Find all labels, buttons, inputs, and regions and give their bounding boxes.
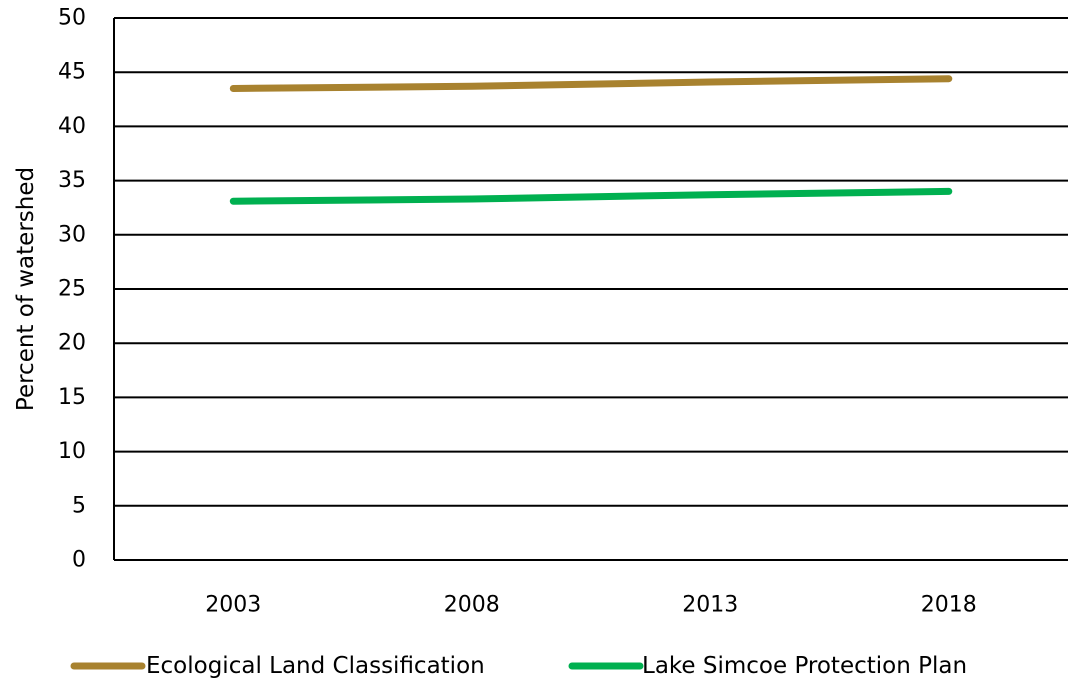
gridlines xyxy=(114,17,1068,507)
x-tick-2008: 2008 xyxy=(444,593,500,618)
axes xyxy=(113,18,1068,561)
series-line-2 xyxy=(229,187,953,205)
x-tick-labels: 2003 2008 2013 2018 xyxy=(205,593,977,618)
y-axis-title: Percent of watershed xyxy=(13,167,39,411)
y-tick-30: 30 xyxy=(58,222,86,247)
y-tick-40: 40 xyxy=(58,114,86,139)
y-tick-45: 45 xyxy=(58,60,86,85)
y-tick-0: 0 xyxy=(72,548,86,573)
series-lines xyxy=(229,75,953,205)
x-tick-2003: 2003 xyxy=(205,593,261,618)
y-tick-5: 5 xyxy=(72,493,86,518)
y-tick-20: 20 xyxy=(58,331,86,356)
y-tick-labels: 0 5 10 15 20 25 30 35 40 45 50 xyxy=(58,6,86,573)
legend-label-1: Ecological Land Classification xyxy=(146,653,485,679)
y-tick-15: 15 xyxy=(58,385,86,410)
x-tick-2013: 2013 xyxy=(682,593,738,618)
legend-label-2: Lake Simcoe Protection Plan xyxy=(642,653,967,679)
y-tick-10: 10 xyxy=(58,439,86,464)
legend: Ecological Land Classification Lake Simco… xyxy=(70,653,967,679)
y-tick-50: 50 xyxy=(58,6,86,31)
x-tick-2018: 2018 xyxy=(921,593,977,618)
y-tick-35: 35 xyxy=(58,168,86,193)
series-line-1 xyxy=(229,75,953,92)
y-tick-25: 25 xyxy=(58,277,86,302)
